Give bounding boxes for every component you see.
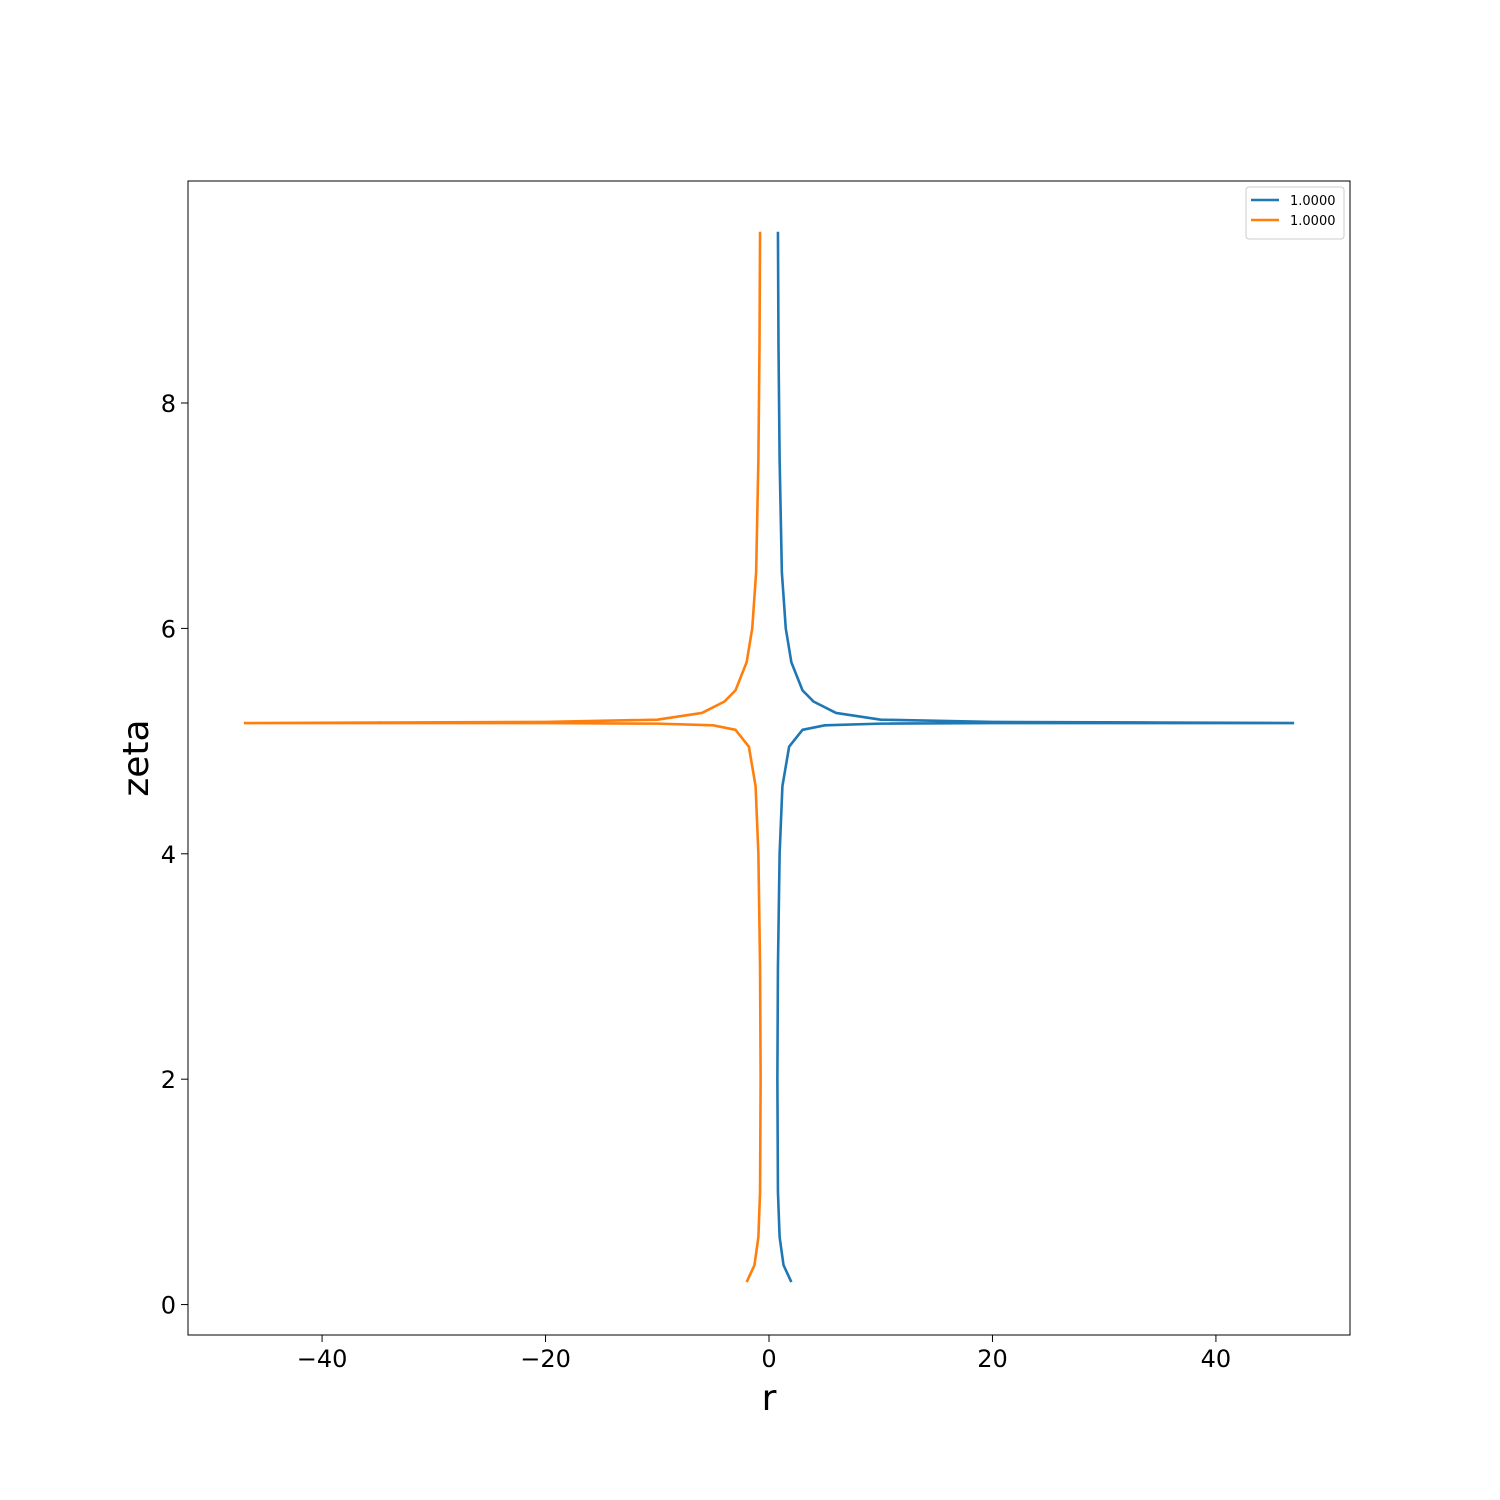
y-tick-label: 4: [161, 841, 176, 869]
plot-background: [188, 181, 1350, 1335]
legend-label-1: 1.0000: [1290, 194, 1336, 209]
x-tick-label: 40: [1201, 1345, 1232, 1373]
x-axis-label: r: [762, 1378, 777, 1419]
y-tick-label: 8: [161, 390, 176, 418]
series-layer: [243, 231, 1295, 1283]
x-tick-label: −40: [297, 1345, 348, 1373]
y-axis-label: zeta: [116, 719, 157, 796]
series-line-2: [243, 231, 762, 1283]
x-tick-label: 20: [977, 1345, 1008, 1373]
legend-label-2: 1.0000: [1290, 214, 1336, 229]
y-tick-label: 2: [161, 1066, 176, 1094]
x-tick-label: 0: [761, 1345, 776, 1373]
y-axis: 0 2 4 6 8: [161, 390, 188, 1320]
y-tick-label: 0: [161, 1292, 176, 1320]
y-tick-label: 6: [161, 615, 176, 643]
x-axis: −40 −20 0 20 40: [297, 1335, 1231, 1373]
series-line-1: [776, 231, 1295, 1283]
x-tick-label: −20: [520, 1345, 571, 1373]
legend: 1.0000 1.0000: [1245, 186, 1345, 240]
